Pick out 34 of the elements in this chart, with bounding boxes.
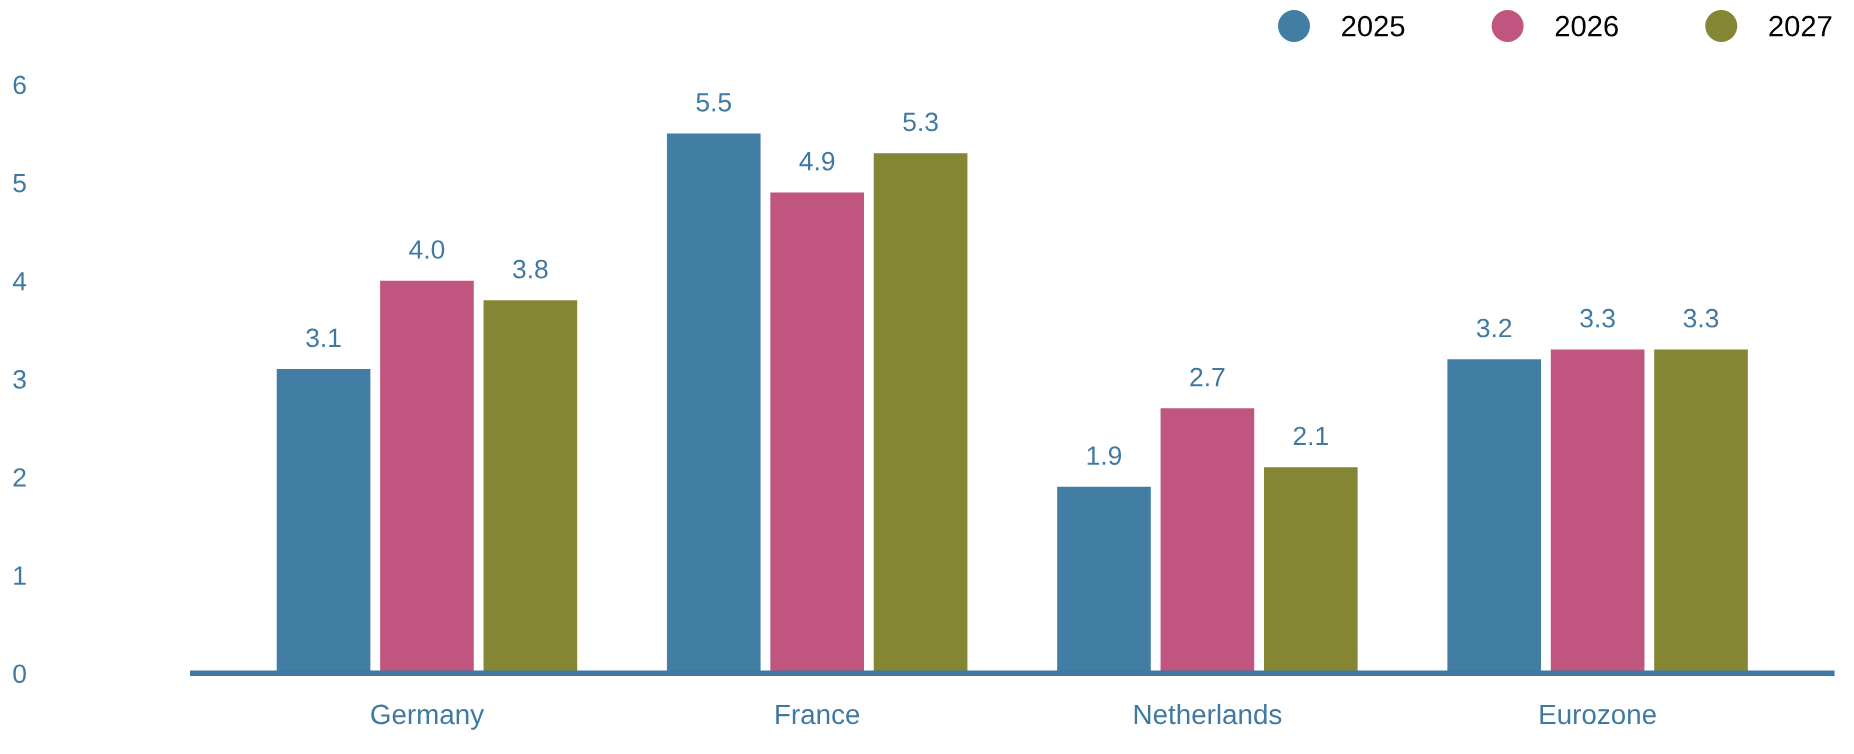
- y-tick-label: 3: [13, 370, 26, 389]
- bar: [1160, 408, 1255, 674]
- data-label: 1.9: [1087, 446, 1122, 465]
- x-tick-label: Netherlands: [1134, 703, 1282, 725]
- data-label: 5.5: [696, 93, 731, 112]
- legend-label: 2027: [1769, 15, 1832, 37]
- y-tick-label: 2: [13, 468, 26, 487]
- bar: [1550, 349, 1645, 674]
- x-tick-label: France: [776, 704, 860, 725]
- x-tick-label: Eurozone: [1540, 704, 1656, 725]
- data-label: 3.8: [513, 259, 548, 279]
- y-tick-label: 6: [13, 75, 26, 95]
- legend-label: 2026: [1555, 15, 1618, 37]
- bar: [1263, 467, 1358, 674]
- data-label: 2.7: [1190, 367, 1225, 387]
- x-tick-label: Germany: [371, 704, 485, 730]
- bar: [1654, 349, 1748, 674]
- y-tick-label: 0: [13, 664, 26, 684]
- data-label: 2.1: [1293, 426, 1328, 446]
- bar: [770, 192, 864, 674]
- data-label: 4.9: [799, 151, 835, 171]
- y-tick-label: 5: [13, 174, 26, 193]
- data-label: 4.0: [409, 240, 445, 259]
- data-label: 5.3: [903, 112, 938, 132]
- y-tick-label: 1: [14, 566, 26, 585]
- data-label: 3.3: [1683, 308, 1719, 328]
- y-tick-label: 4: [12, 272, 27, 291]
- data-label: 3.1: [306, 328, 341, 348]
- data-label: 3.2: [1476, 318, 1512, 338]
- data-label: 3.3: [1580, 308, 1615, 328]
- bar: [380, 280, 474, 674]
- bar: [483, 300, 578, 674]
- bar: [873, 153, 968, 674]
- legend-label: 2025: [1342, 15, 1405, 37]
